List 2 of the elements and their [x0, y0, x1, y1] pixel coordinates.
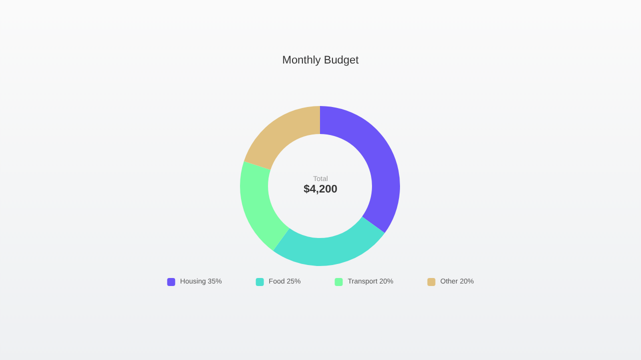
text: $4,200	[304, 184, 338, 196]
chart-title: Monthly Budget	[282, 54, 359, 66]
